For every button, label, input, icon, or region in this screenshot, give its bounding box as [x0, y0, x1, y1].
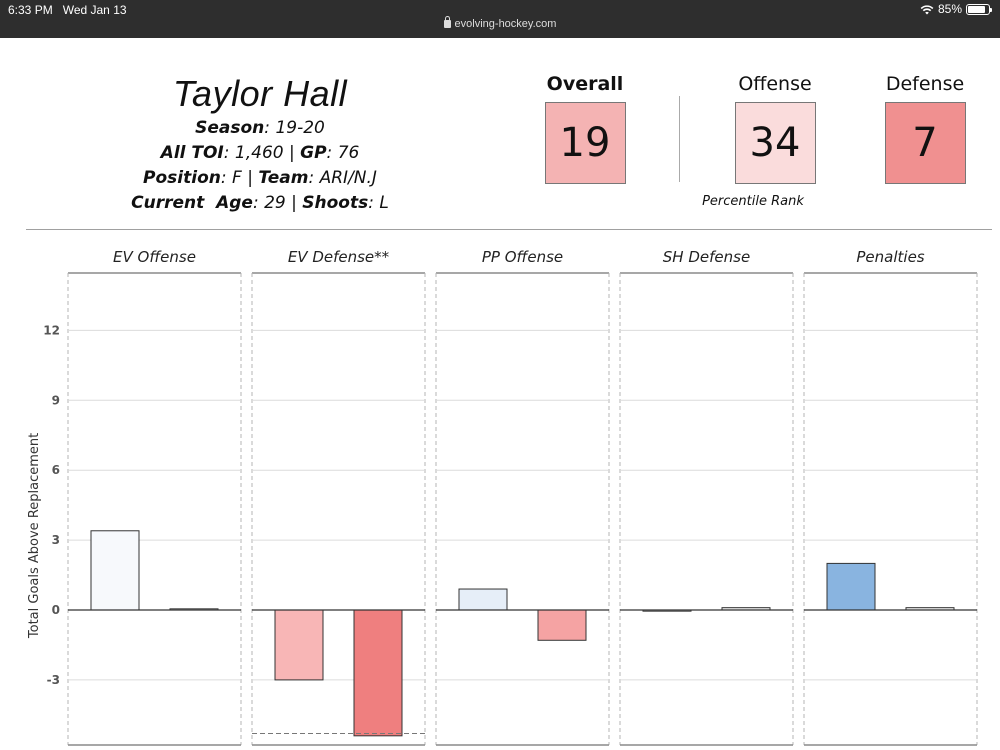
shoots-label: Shoots [302, 193, 369, 213]
season-value: 19-20 [275, 118, 325, 138]
season-label: Season [195, 118, 265, 138]
bar [90, 530, 140, 611]
overall-rank: Overall 19 [544, 72, 626, 184]
toi-label: All TOI [160, 143, 224, 163]
offense-value: 34 [734, 102, 816, 184]
panel-title: Penalties [856, 248, 924, 266]
lock-icon [443, 16, 451, 28]
overall-label: Overall [546, 73, 624, 95]
defense-label: Defense [885, 73, 965, 95]
overall-value: 19 [544, 102, 626, 184]
player-name: Taylor Hall [172, 73, 348, 114]
position-line: Position: F | Team: ARI/N.J [143, 168, 377, 188]
position-label: Position [143, 168, 221, 188]
y-axis-label: Total Goals Above Replacement [27, 433, 42, 639]
player-info: Taylor Hall Season: 19-20 All TOI: 1,460… [110, 72, 410, 216]
offense-rank: Offense 34 [734, 72, 816, 184]
bar [274, 609, 324, 681]
panel-title: PP Offense [482, 248, 563, 266]
rank-divider [679, 96, 680, 182]
defense-rank: Defense 7 [884, 72, 966, 184]
offense-label: Offense [738, 73, 812, 95]
gp-value: 76 [337, 143, 360, 163]
position-value: F [232, 168, 242, 188]
age-line: Current Age: 29 | Shoots: L [131, 193, 389, 213]
shoots-value: L [379, 193, 389, 213]
team-value: ARI/N.J [319, 168, 377, 188]
battery-icon [966, 3, 992, 15]
y-tick-label: 9 [52, 393, 60, 407]
gp-label: GP [300, 143, 327, 163]
defense-value: 7 [884, 102, 966, 184]
bar [458, 588, 508, 611]
status-time-date: 6:33 PM Wed Jan 13 [8, 3, 127, 17]
team-label: Team [258, 168, 309, 188]
panel-title: EV Defense** [288, 248, 390, 266]
status-bar: 6:33 PM Wed Jan 13 85% evolving-hockey.c… [0, 0, 1000, 38]
age-label: Current Age [131, 193, 253, 213]
y-tick-label: 3 [52, 533, 60, 547]
age-value: 29 [264, 193, 286, 213]
status-time: 6:33 PM [8, 3, 53, 17]
status-right: 85% [920, 2, 992, 16]
season-line: Season: 19-20 [195, 118, 325, 138]
gar-chart: Total Goals Above Replacement 12 9 6 3 0 -3 EV … [27, 248, 978, 746]
bar [353, 609, 403, 737]
url-bar[interactable]: evolving-hockey.com [0, 16, 1000, 30]
panel-title: EV Offense [113, 248, 196, 266]
y-tick-label: 0 [52, 603, 60, 617]
y-tick-label: 6 [52, 463, 60, 477]
toi-line: All TOI: 1,460 | GP: 76 [160, 143, 360, 163]
status-date: Wed Jan 13 [62, 3, 127, 17]
url-text: evolving-hockey.com [454, 18, 557, 30]
toi-value: 1,460 [234, 143, 284, 163]
percentile-rank-label: Percentile Rank [702, 194, 804, 209]
wifi-icon [920, 4, 934, 14]
bar [537, 609, 587, 641]
panel-title: SH Defense [663, 248, 750, 266]
bar [826, 562, 876, 611]
battery-percent: 85% [937, 2, 962, 16]
section-divider [26, 229, 992, 230]
y-tick-label: 12 [43, 323, 60, 337]
y-tick-label: -3 [47, 673, 60, 687]
